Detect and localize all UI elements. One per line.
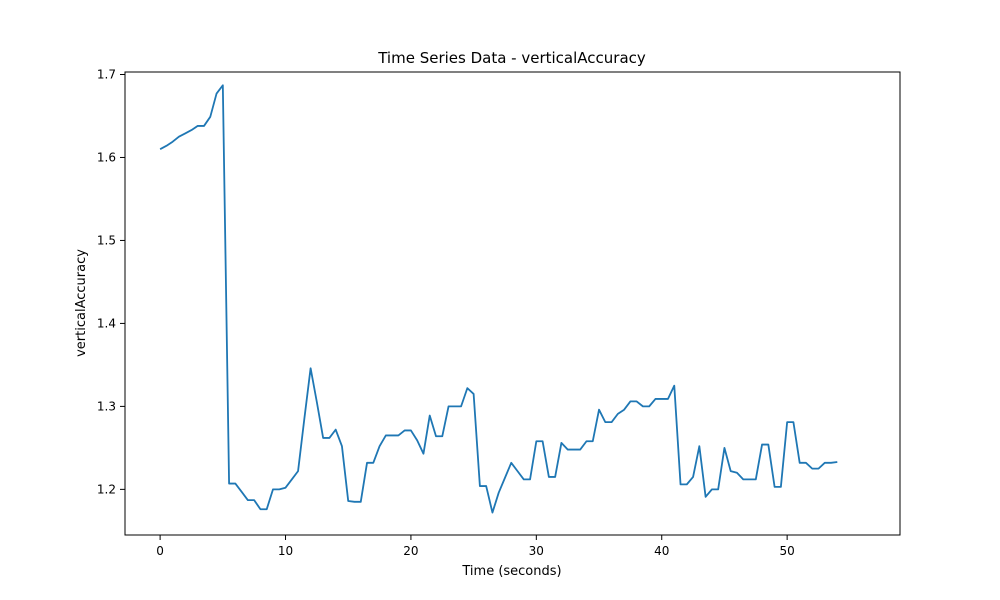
x-tick-label: 50 [779, 544, 794, 558]
y-tick-label: 1.3 [97, 399, 116, 413]
series-line-verticalAccuracy [159, 84, 838, 514]
x-axis-label: Time (seconds) [461, 564, 561, 579]
plot-frame [124, 71, 901, 536]
x-tick-label: 0 [156, 544, 164, 558]
y-tick-label: 1.5 [97, 233, 116, 247]
y-tick-label: 1.7 [97, 67, 116, 81]
x-tick-label: 30 [529, 544, 544, 558]
y-tick-label: 1.4 [97, 316, 116, 330]
y-tick-label: 1.2 [97, 482, 116, 496]
series-layer [159, 84, 838, 514]
y-tick-label: 1.6 [97, 150, 116, 164]
chart-title: Time Series Data - verticalAccuracy [377, 49, 646, 67]
ticks-layer: 0 10 20 30 40 50 1.2 1.3 1.4 1.5 1.6 1.7 [97, 67, 795, 558]
x-tick-label: 20 [403, 544, 418, 558]
x-tick-label: 40 [654, 544, 669, 558]
x-tick-label: 10 [278, 544, 293, 558]
y-axis-label: verticalAccuracy [74, 249, 89, 357]
